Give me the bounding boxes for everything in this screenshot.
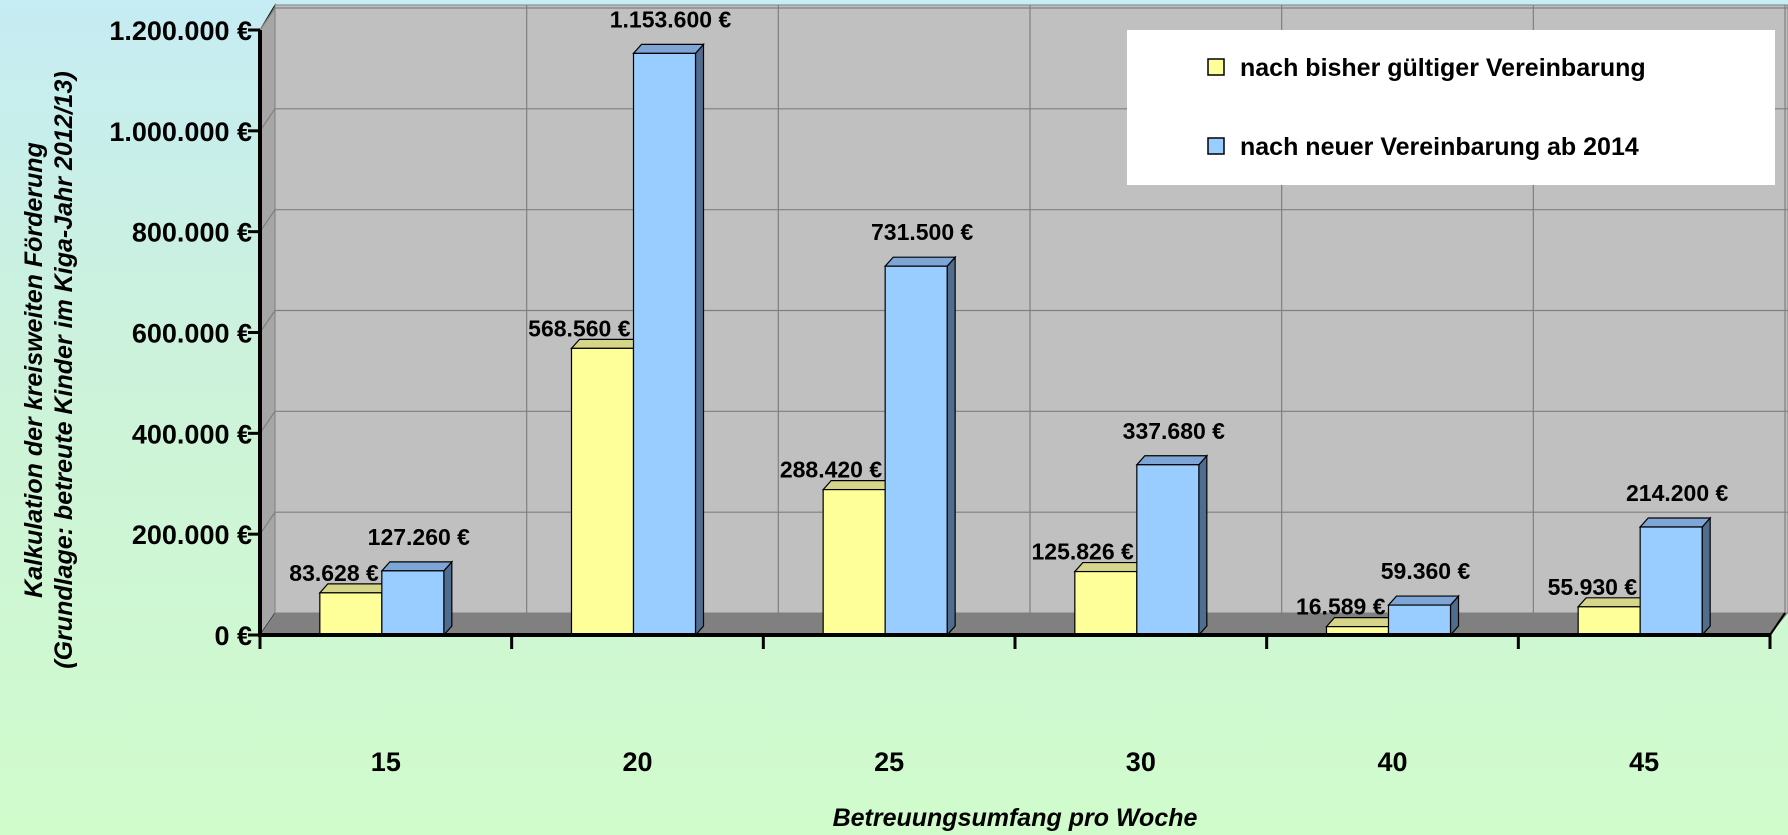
data-label: 1.153.600 € <box>610 6 732 32</box>
bar-top <box>1640 518 1710 527</box>
bar-side <box>444 562 452 635</box>
x-tick-label: 45 <box>1629 747 1659 777</box>
legend-swatch-series-2 <box>1208 138 1224 154</box>
bar <box>885 257 955 635</box>
y-tick-label: 800.000 € <box>132 218 252 248</box>
bar <box>1327 618 1397 635</box>
x-axis-title: Betreuungsumfang pro Woche <box>833 804 1198 832</box>
legend: nach bisher gültiger Vereinbarung nach n… <box>1127 30 1775 185</box>
data-label: 731.500 € <box>871 219 974 245</box>
bar-front <box>572 348 634 635</box>
bar-side <box>696 44 704 635</box>
bar <box>1578 598 1648 635</box>
bar-side <box>1702 518 1710 635</box>
bar <box>634 44 704 635</box>
data-label: 568.560 € <box>528 315 631 341</box>
bar <box>1137 456 1207 635</box>
data-label: 288.420 € <box>780 457 883 483</box>
bar-side <box>947 257 955 635</box>
bar <box>823 481 893 635</box>
bar <box>1640 518 1710 635</box>
y-axis-title-line-2: (Grundlage: betreute Kinder im Kiga-Jahr… <box>50 71 78 668</box>
bar-front <box>320 593 382 635</box>
y-tick-label: 600.000 € <box>132 319 252 349</box>
bar-top <box>1389 596 1459 605</box>
bar-side <box>1199 456 1207 635</box>
chart-floor <box>260 613 1788 635</box>
bar-top <box>382 562 452 571</box>
bar-front <box>1640 527 1702 635</box>
bar-top <box>634 44 704 53</box>
data-label: 16.589 € <box>1296 594 1386 620</box>
y-tick-label: 200.000 € <box>132 520 252 550</box>
data-label: 55.930 € <box>1548 574 1638 600</box>
bar-front <box>634 53 696 635</box>
data-label: 214.200 € <box>1626 480 1729 506</box>
data-label: 59.360 € <box>1381 558 1471 584</box>
bar <box>1075 563 1145 635</box>
bar <box>320 584 390 635</box>
legend-swatch-series-1 <box>1208 59 1224 75</box>
bar <box>382 562 452 635</box>
y-tick-label: 1.200.000 € <box>109 16 252 46</box>
x-tick-label: 25 <box>874 747 904 777</box>
bar <box>1389 596 1459 635</box>
data-label: 83.628 € <box>289 560 379 586</box>
bar-front <box>1578 607 1640 635</box>
bar-front <box>382 571 444 635</box>
bar-front <box>823 490 885 635</box>
x-tick-label: 40 <box>1377 747 1407 777</box>
x-tick-label: 30 <box>1126 747 1156 777</box>
y-axis-title-line-1: Kalkulation der kreisweiten Förderung <box>20 142 48 598</box>
legend-label-series-2: nach neuer Vereinbarung ab 2014 <box>1240 133 1639 161</box>
x-tick-label: 20 <box>622 747 652 777</box>
chart-side-wall <box>260 5 275 635</box>
y-tick-label: 400.000 € <box>132 419 252 449</box>
bar-front <box>1137 465 1199 635</box>
x-tick-label: 15 <box>371 747 401 777</box>
bar-front <box>885 266 947 635</box>
bar-front <box>1075 572 1137 635</box>
bar-top <box>1137 456 1207 465</box>
bar-top <box>885 257 955 266</box>
y-tick-label: 0 € <box>214 621 252 651</box>
data-label: 125.826 € <box>1032 539 1135 565</box>
legend-label-series-1: nach bisher gültiger Vereinbarung <box>1240 54 1646 82</box>
bar-front <box>1389 605 1451 635</box>
data-label: 127.260 € <box>368 524 471 550</box>
y-tick-label: 1.000.000 € <box>109 117 252 147</box>
data-label: 337.680 € <box>1123 418 1226 444</box>
bar <box>572 339 642 635</box>
